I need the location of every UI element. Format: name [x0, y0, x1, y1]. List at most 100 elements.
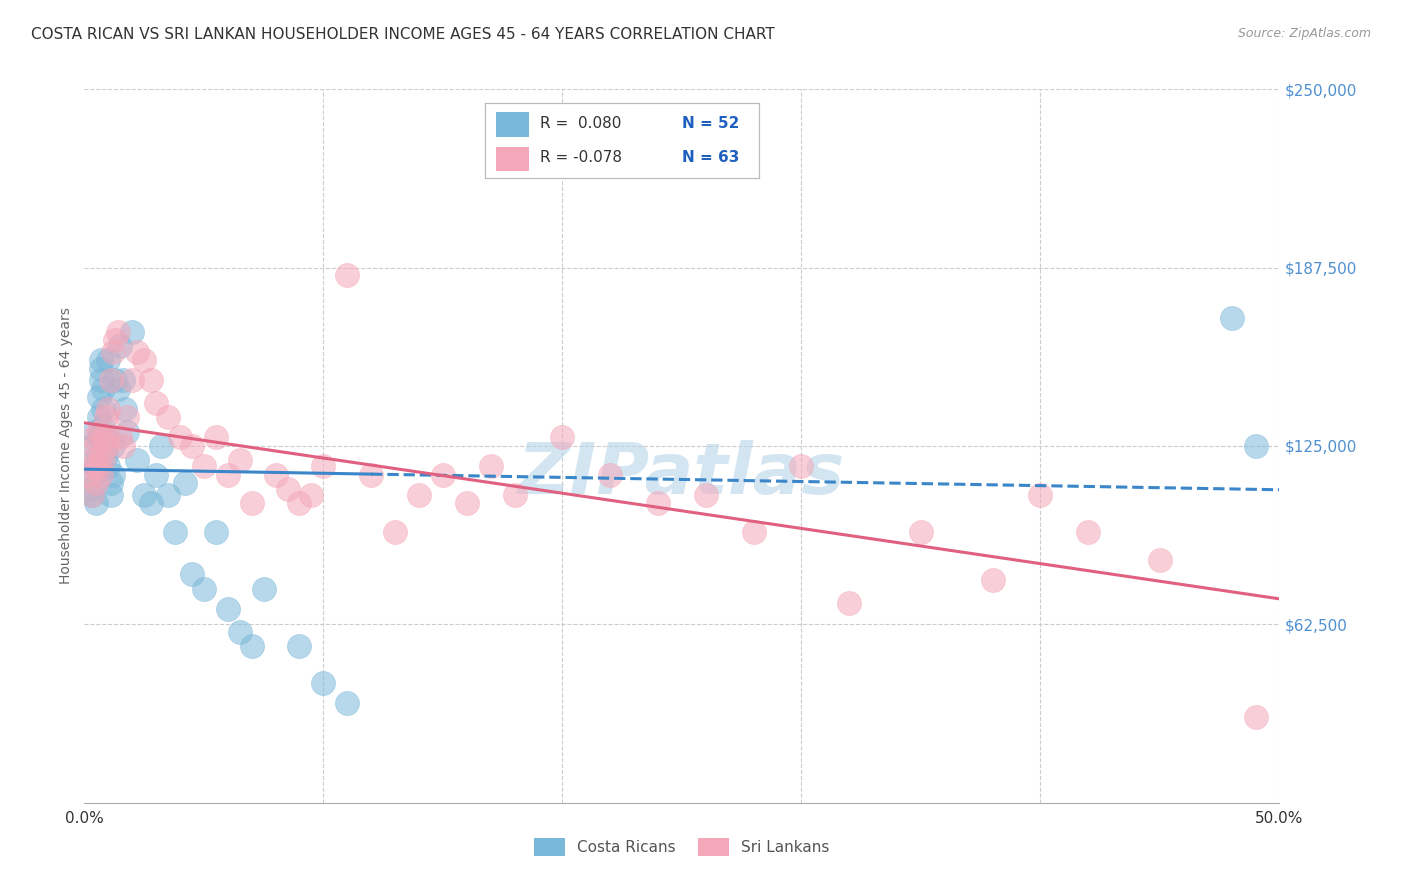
Point — [100, 476, 122, 491]
Point — [107, 325, 129, 339]
Point — [94, 439, 117, 453]
Point — [132, 487, 156, 501]
Point — [157, 487, 180, 501]
Point — [551, 430, 574, 444]
Point — [145, 467, 167, 482]
Point — [83, 458, 105, 473]
Point — [217, 467, 239, 482]
Point — [107, 382, 129, 396]
Point — [86, 439, 108, 453]
Point — [117, 410, 139, 425]
Point — [312, 676, 335, 690]
Point — [83, 425, 105, 439]
Bar — [496, 112, 529, 136]
Point — [93, 419, 115, 434]
Point — [145, 396, 167, 410]
Point — [217, 601, 239, 615]
Point — [97, 430, 120, 444]
Point — [981, 573, 1004, 587]
Point — [790, 458, 813, 473]
Text: COSTA RICAN VS SRI LANKAN HOUSEHOLDER INCOME AGES 45 - 64 YEARS CORRELATION CHAR: COSTA RICAN VS SRI LANKAN HOUSEHOLDER IN… — [31, 27, 775, 42]
Point — [277, 482, 299, 496]
Point — [149, 439, 172, 453]
Point — [80, 487, 103, 501]
Point — [181, 439, 204, 453]
Point — [83, 467, 105, 482]
Point — [408, 487, 430, 501]
Point — [117, 425, 139, 439]
Point — [193, 458, 215, 473]
Point — [479, 458, 502, 473]
Point — [90, 373, 112, 387]
Point — [205, 430, 228, 444]
Point — [742, 524, 765, 539]
Point — [229, 453, 252, 467]
Point — [77, 482, 100, 496]
Point — [503, 487, 526, 501]
Text: Source: ZipAtlas.com: Source: ZipAtlas.com — [1237, 27, 1371, 40]
Point — [456, 496, 478, 510]
Point — [132, 353, 156, 368]
Point — [104, 334, 127, 348]
Point — [80, 453, 103, 467]
Point — [97, 458, 120, 473]
Text: R = -0.078: R = -0.078 — [540, 150, 621, 165]
Point — [87, 425, 110, 439]
Point — [125, 344, 148, 359]
Point — [90, 353, 112, 368]
Point — [97, 401, 120, 416]
Text: N = 52: N = 52 — [682, 116, 740, 131]
Point — [94, 448, 117, 462]
Point — [87, 410, 110, 425]
Point — [87, 458, 110, 473]
Point — [229, 624, 252, 639]
Point — [87, 391, 110, 405]
Point — [288, 639, 311, 653]
Point — [1149, 553, 1171, 567]
Point — [110, 339, 132, 353]
Point — [169, 430, 191, 444]
Point — [157, 410, 180, 425]
Point — [141, 373, 163, 387]
Point — [336, 696, 359, 710]
Point — [86, 496, 108, 510]
Point — [101, 467, 124, 482]
Point — [90, 448, 112, 462]
Point — [121, 373, 143, 387]
Point — [599, 467, 621, 482]
Y-axis label: Householder Income Ages 45 - 64 years: Householder Income Ages 45 - 64 years — [59, 308, 73, 584]
Point — [205, 524, 228, 539]
Point — [181, 567, 204, 582]
Point — [111, 439, 134, 453]
Point — [1029, 487, 1052, 501]
Point — [141, 496, 163, 510]
Point — [1220, 310, 1243, 325]
Point — [101, 344, 124, 359]
Point — [83, 430, 105, 444]
Point — [90, 467, 112, 482]
Point — [695, 487, 717, 501]
Point — [93, 453, 115, 467]
Text: ZIPatlas: ZIPatlas — [519, 440, 845, 509]
Point — [86, 476, 108, 491]
Point — [104, 373, 127, 387]
Point — [360, 467, 382, 482]
Point — [165, 524, 187, 539]
Point — [80, 487, 103, 501]
Point — [86, 453, 108, 467]
Point — [100, 373, 122, 387]
Point — [301, 487, 323, 501]
Point — [87, 430, 110, 444]
Point — [193, 582, 215, 596]
Point — [336, 268, 359, 282]
Point — [101, 439, 124, 453]
Point — [93, 382, 115, 396]
Point — [1244, 710, 1267, 724]
Point — [240, 639, 263, 653]
Point — [93, 401, 115, 416]
Point — [110, 430, 132, 444]
Text: R =  0.080: R = 0.080 — [540, 116, 621, 131]
Point — [647, 496, 669, 510]
Point — [288, 496, 311, 510]
Point — [86, 458, 108, 473]
